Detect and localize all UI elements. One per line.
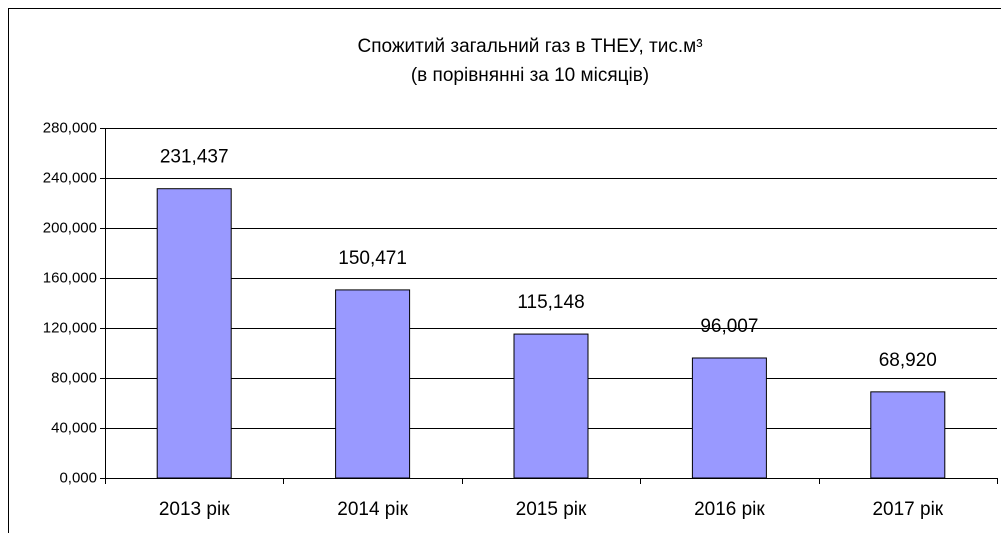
value-label: 96,007	[700, 316, 758, 337]
chart-border	[8, 8, 1001, 533]
y-tick-label: 120,000	[43, 319, 97, 336]
value-label: 68,920	[879, 350, 937, 371]
x-tick-label: 2016 рік	[694, 499, 765, 520]
x-tick-label: 2017 рік	[872, 499, 943, 520]
bar	[513, 333, 589, 479]
value-label: 150,471	[338, 248, 407, 269]
chart-subtitle: (в порівнянні за 10 місяців)	[411, 65, 649, 86]
y-tick-label: 240,000	[43, 169, 97, 186]
chart-title: Спожитий загальний газ в ТНЕУ, тис.м³	[357, 36, 702, 57]
bar	[156, 188, 232, 479]
y-tick-label: 160,000	[43, 269, 97, 286]
value-label: 115,148	[517, 292, 584, 313]
y-tick-label: 80,000	[51, 369, 97, 386]
x-tick-label: 2014 рік	[337, 499, 408, 520]
bar	[335, 289, 411, 479]
value-label: 231,437	[160, 147, 229, 168]
y-tick-label: 280,000	[43, 119, 97, 136]
x-tick-label: 2015 рік	[516, 499, 587, 520]
bar	[691, 357, 767, 479]
y-tick-label: 40,000	[51, 419, 97, 436]
x-tick-label: 2013 рік	[159, 499, 230, 520]
y-tick-label: 200,000	[43, 219, 97, 236]
y-tick-label: 0,000	[59, 469, 97, 486]
bar	[870, 391, 946, 479]
